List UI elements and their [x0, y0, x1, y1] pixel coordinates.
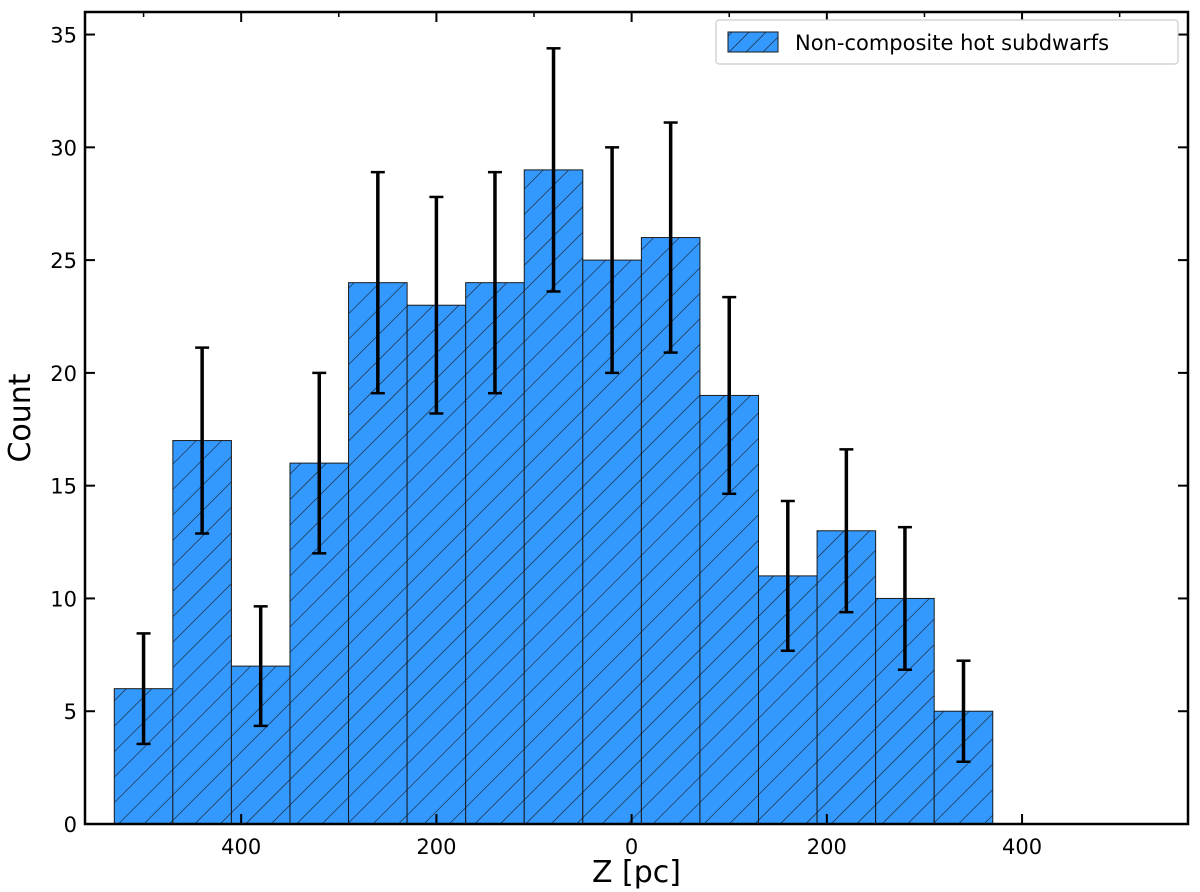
- y-axis-label: Count: [3, 373, 38, 462]
- error-bars-layer: [136, 47, 971, 763]
- y-tick-label: 5: [64, 700, 77, 724]
- legend-swatch-hatch: [728, 32, 778, 52]
- y-tick-label: 20: [50, 362, 77, 386]
- x-tick-label: 0: [625, 835, 638, 859]
- legend: Non-composite hot subdwarfs: [715, 19, 1179, 65]
- ticks-layer: 0 5 10 15 20 25 30 35 400 200 0 200 400: [50, 12, 1188, 859]
- y-tick-label: 15: [50, 475, 77, 499]
- x-tick-label: 200: [807, 835, 847, 859]
- y-tick-label: 10: [50, 587, 77, 611]
- plot-frame: [83, 10, 1190, 826]
- x-tick-label: 200: [416, 835, 456, 859]
- x-tick-label: 400: [1002, 835, 1042, 859]
- x-tick-label: 400: [221, 835, 261, 859]
- legend-box: [715, 19, 1179, 65]
- y-tick-label: 30: [50, 136, 77, 160]
- x-axis-label: Z [pc]: [592, 855, 681, 890]
- y-tick-label: 0: [64, 813, 77, 837]
- legend-label: Non-composite hot subdwarfs: [795, 31, 1109, 55]
- y-tick-label: 35: [50, 24, 77, 48]
- y-tick-label: 25: [50, 249, 77, 273]
